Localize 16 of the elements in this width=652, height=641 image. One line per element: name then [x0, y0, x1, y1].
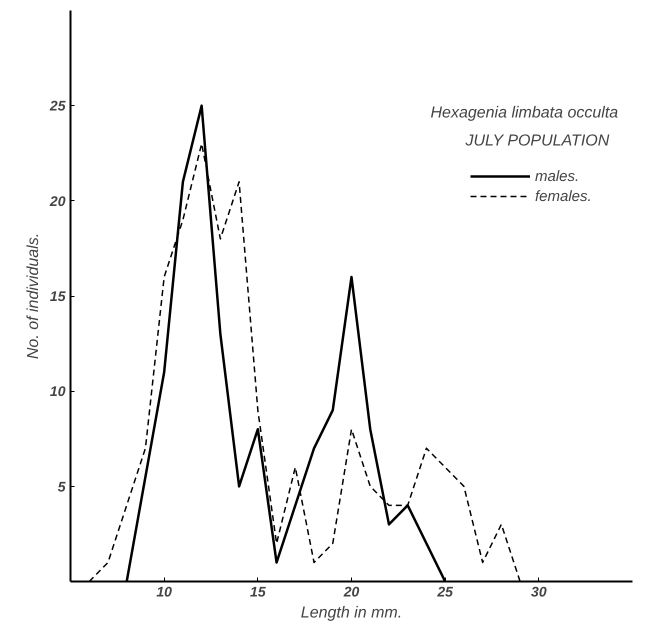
x-axis-title: Length in mm. [300, 604, 402, 622]
legend-label: females. [535, 188, 592, 204]
x-tick-label: 20 [342, 584, 360, 600]
y-tick-label: 15 [50, 288, 66, 304]
x-tick-label: 15 [250, 584, 266, 600]
x-tick-label: 30 [531, 584, 547, 600]
x-tick-label: 10 [156, 584, 172, 600]
y-tick-label: 20 [48, 192, 66, 209]
y-tick-label: 10 [50, 383, 66, 400]
x-tick-label: 25 [436, 584, 454, 600]
text: JULY POPULATION [464, 132, 610, 150]
text: Hexagenia limbata occulta [430, 104, 618, 122]
y-tick-label: 5 [58, 478, 66, 494]
y-tick-label: 25 [48, 98, 66, 114]
y-axis-title: No. of individuals. [24, 232, 42, 360]
legend-label: males. [535, 168, 580, 184]
